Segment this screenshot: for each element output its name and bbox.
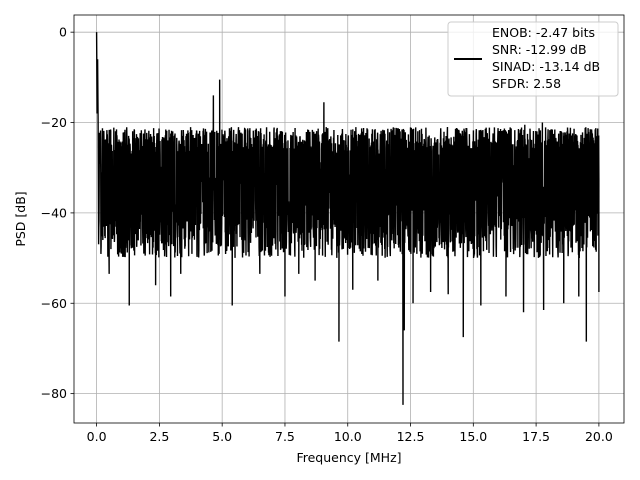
legend-box [447,21,619,97]
legend-entry-line-4: SFDR: 2.58 [492,76,561,91]
y-tick-label: 0 [59,25,67,40]
x-axis-ticks: 0.0 2.5 5.0 7.5 10.0 12.5 15.0 17.5 20.0 [87,423,613,444]
y-tick-label: −80 [41,386,67,401]
y-tick-label: −20 [41,115,67,130]
x-axis-label: Frequency [MHz] [296,450,401,465]
legend-entry-line-1: ENOB: -2.47 bits [492,25,595,40]
legend-entry-line-3: SINAD: -13.14 dB [492,59,600,74]
x-tick-label: 17.5 [522,429,550,444]
psd-series-line [95,32,600,405]
y-tick-label: −60 [41,296,67,311]
x-tick-label: 15.0 [459,429,487,444]
x-tick-label: 2.5 [149,429,169,444]
x-tick-label: 0.0 [87,429,107,444]
x-tick-label: 20.0 [585,429,613,444]
x-tick-label: 5.0 [212,429,232,444]
x-tick-label: 7.5 [275,429,295,444]
psd-trace [95,32,600,405]
y-axis-ticks: 0 −20 −40 −60 −80 [41,25,74,401]
y-axis-label: PSD [dB] [13,191,28,246]
x-tick-label: 12.5 [397,429,425,444]
legend: ENOB: -2.47 bits SNR: -12.99 dB SINAD: -… [447,21,619,97]
y-tick-label: −40 [41,205,67,220]
x-tick-label: 10.0 [334,429,362,444]
axes-frame [73,14,625,424]
legend-entry-line-2: SNR: -12.99 dB [492,42,587,57]
